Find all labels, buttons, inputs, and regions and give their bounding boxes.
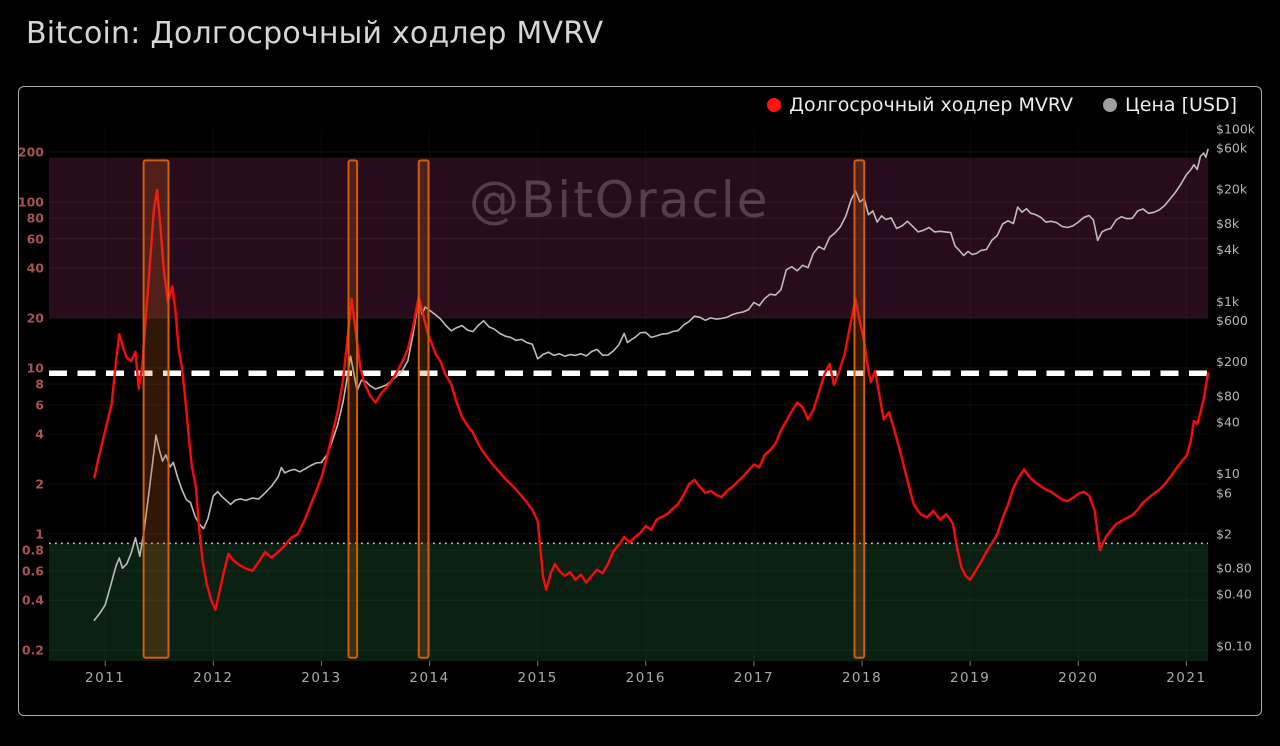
right-axis-tick-label: $80 <box>1216 388 1240 403</box>
right-axis-tick-label: $2 <box>1216 526 1232 541</box>
left-axis-tick-label: 0.6 <box>22 563 44 578</box>
right-axis-tick-label: $600 <box>1216 313 1248 328</box>
right-axis-tick-label: $6 <box>1216 485 1232 500</box>
x-axis-year-label: 2020 <box>1058 670 1098 686</box>
left-axis-tick-label: 80 <box>27 211 45 226</box>
right-axis-tick-label: $8k <box>1216 216 1240 231</box>
left-axis-tick-label: 8 <box>35 377 44 392</box>
right-axis-tick-label: $0.80 <box>1216 561 1252 576</box>
highlight-box <box>142 159 170 659</box>
mvrv-series-dot-icon <box>767 98 782 112</box>
x-axis-year-label: 2017 <box>734 670 774 686</box>
right-axis-tick-label: $200 <box>1216 354 1248 369</box>
left-axis-tick-label: 1 <box>35 527 44 542</box>
left-axis-tick-label: 4 <box>35 427 44 442</box>
x-axis-year-label: 2014 <box>409 670 449 686</box>
left-axis-tick-label: 0.8 <box>22 543 44 558</box>
left-axis-tick-label: 40 <box>27 261 45 276</box>
x-axis-year-label: 2021 <box>1166 670 1206 686</box>
x-axis-year-label: 2011 <box>85 670 125 686</box>
right-axis-tick-label: $10 <box>1216 466 1240 481</box>
zone-overvalued <box>49 157 1208 319</box>
right-axis-tick-label: $60k <box>1216 141 1248 156</box>
x-axis-year-label: 2013 <box>301 670 341 686</box>
chart-card: 200 100 80 60 40 20 10 8 6 4 2 1 0.8 0.6 0.4 0.2 $100k $6… <box>18 86 1262 716</box>
mvrv-line <box>93 188 1210 611</box>
watermark: @BitOracle <box>469 171 770 229</box>
x-axis-year-label: 2018 <box>842 670 882 686</box>
right-axis-tick-label: $100k <box>1216 122 1256 137</box>
price-line <box>93 148 1209 621</box>
price-series-dot-icon <box>1103 98 1118 112</box>
left-axis-tick-label: 60 <box>27 231 45 246</box>
legend-label-mvrv: Долгосрочный ходлер MVRV <box>789 94 1074 116</box>
left-axis-tick-label: 100 <box>19 194 44 209</box>
left-axis-tick-label: 0.4 <box>22 593 44 608</box>
legend: Долгосрочный ходлер MVRV Цена [USD] <box>767 94 1237 116</box>
legend-item-price: Цена [USD] <box>1103 94 1237 116</box>
left-axis-tick-label: 2 <box>35 477 44 492</box>
highlight-box <box>853 159 866 659</box>
x-axis-year-label: 2016 <box>626 670 666 686</box>
plot-area: 200 100 80 60 40 20 108 6 4 2 10.8 0.6 0.4 0.2 $100k $6… <box>19 122 1256 687</box>
highlight-box <box>347 159 359 659</box>
left-axis-tick-label: 200 <box>19 144 44 159</box>
zone-undervalued <box>49 543 1208 661</box>
page-title: Bitcoin: Долгосрочный ходлер MVRV <box>26 16 604 51</box>
right-axis-tick-label: $0.40 <box>1216 587 1252 602</box>
x-axis-year-label: 2012 <box>193 670 233 686</box>
legend-item-mvrv: Долгосрочный ходлер MVRV <box>767 94 1073 116</box>
right-axis-tick-label: $4k <box>1216 242 1240 257</box>
highlight-box <box>417 159 430 659</box>
left-axis-tick-label: 20 <box>27 311 45 326</box>
x-axis-year-label: 2019 <box>950 670 990 686</box>
right-axis-tick-label: $20k <box>1216 182 1248 197</box>
legend-label-price: Цена [USD] <box>1125 94 1237 116</box>
left-axis-tick-label: 10 <box>27 361 45 376</box>
right-axis-tick-label: $40 <box>1216 414 1240 429</box>
right-axis-tick-label: $1k <box>1216 294 1240 309</box>
left-axis-tick-label: 0.2 <box>22 643 44 658</box>
x-axis-year-label: 2015 <box>518 670 558 686</box>
right-axis-tick-label: $0.10 <box>1216 639 1252 654</box>
left-axis-tick-label: 6 <box>35 397 44 412</box>
